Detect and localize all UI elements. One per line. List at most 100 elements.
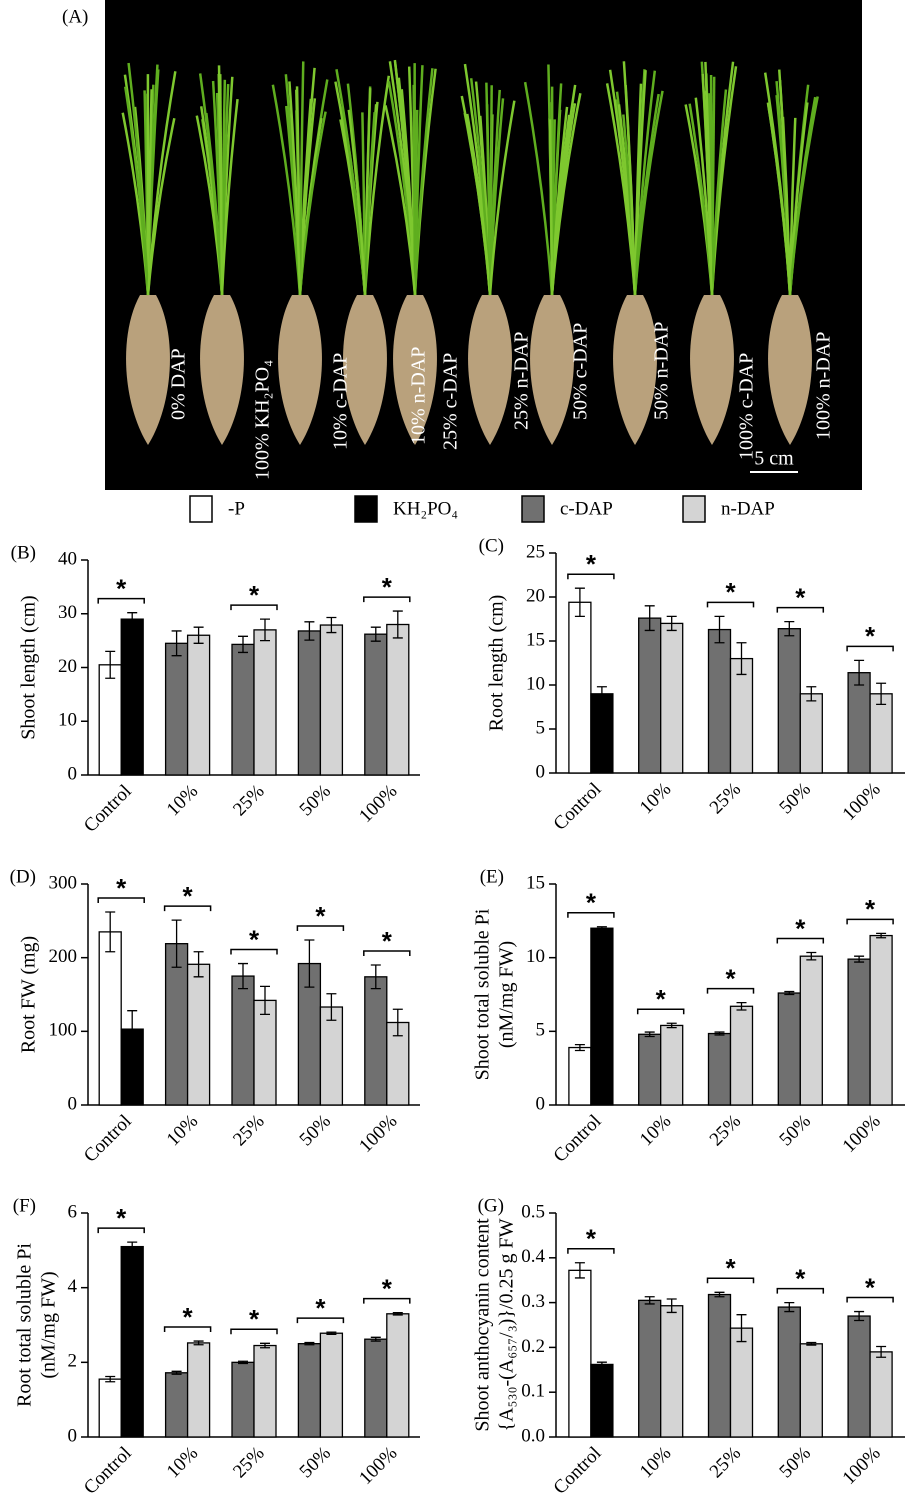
significance-bracket [776, 1287, 825, 1294]
leaf [523, 81, 554, 296]
x-tick-label: 25% [706, 1443, 746, 1483]
bar [847, 672, 871, 774]
significance-star: * [865, 1272, 876, 1302]
error-bar [127, 1010, 138, 1049]
bar [799, 693, 823, 774]
significance-star: * [382, 926, 393, 956]
y-axis-label: Shoot anthocyanin content [472, 1218, 494, 1432]
leaf [710, 89, 728, 296]
bar [120, 1245, 144, 1438]
bar [253, 629, 277, 776]
plant-label: 0% DAP [168, 348, 190, 420]
plant-label: 50% n-DAP [651, 322, 673, 420]
bar [869, 1351, 893, 1438]
error-bar [714, 615, 725, 644]
x-tick-label: 100% [839, 1111, 885, 1157]
bar [319, 624, 344, 776]
bar [297, 630, 322, 776]
leaf [146, 89, 153, 296]
x-tick-label: 50% [775, 779, 815, 819]
y-tick-label: 15 [526, 629, 545, 650]
bar [319, 1006, 344, 1106]
x-tick-label: 25% [229, 1443, 269, 1483]
error-bar [392, 1312, 403, 1316]
x-tick-label: 25% [706, 779, 746, 819]
x-tick-label: 50% [296, 1443, 336, 1483]
significance-star: * [586, 1224, 597, 1254]
legend-label: -P [228, 498, 245, 519]
panel-label: (A) [62, 6, 88, 27]
x-tick-label: 50% [296, 781, 336, 821]
bar [777, 628, 801, 774]
y-tick-label: 5 [536, 1020, 546, 1041]
error-bar [193, 626, 204, 644]
bar [253, 999, 277, 1106]
y-tick-label: 5 [536, 717, 546, 738]
x-tick-label: 10% [163, 781, 203, 821]
bar [729, 1327, 754, 1438]
error-bar [127, 612, 138, 627]
y-tick-label: 25 [526, 541, 545, 562]
error-bar [304, 1341, 315, 1346]
y-tick-label: 2 [68, 1351, 78, 1372]
y-tick-label: 0 [68, 763, 78, 784]
x-tick-label: 50% [775, 1111, 815, 1151]
bar [777, 992, 801, 1106]
y-axis-label: Root length (cm) [486, 595, 508, 732]
bar [98, 931, 122, 1106]
y-axis-label: {A₅₃₀-(A₆₅₇/₃)}/0.25 g FW [496, 1218, 518, 1431]
error-bar [784, 1301, 795, 1313]
roots [530, 295, 574, 445]
significance-bracket [97, 897, 145, 903]
y-tick-label: 20 [58, 656, 77, 677]
significance-star: * [183, 881, 194, 911]
error-bar [260, 1342, 270, 1349]
bar [707, 1032, 732, 1106]
error-bar [784, 620, 795, 637]
error-bar [666, 1298, 677, 1314]
error-bar [105, 1375, 116, 1383]
bar [777, 1306, 801, 1438]
error-bar [260, 985, 270, 1016]
leaf [124, 86, 150, 296]
bar [729, 1005, 754, 1106]
y-tick-label: 10 [526, 673, 545, 694]
legend-label: KH₂PO₄ [393, 498, 458, 519]
significance-star: * [116, 1203, 127, 1233]
significance-bracket [846, 645, 894, 652]
bar [568, 1269, 592, 1438]
significance-star: * [725, 963, 736, 993]
panel-label: (G) [478, 1195, 504, 1216]
y-tick-label: 0.1 [521, 1381, 545, 1402]
y-axis-label: (nM/mg FW) [496, 941, 518, 1048]
error-bar [171, 1370, 182, 1375]
error-bar [260, 618, 270, 642]
x-tick-label: 100% [355, 781, 401, 827]
panel-label: (F) [13, 1195, 36, 1216]
leaf [347, 109, 367, 296]
y-tick-label: 0 [68, 1425, 78, 1446]
bar [729, 657, 754, 774]
significance-bracket [567, 573, 615, 580]
error-bar [806, 1341, 817, 1346]
error-bar [736, 1001, 747, 1011]
significance-bracket [163, 1326, 212, 1333]
error-bar [854, 955, 865, 963]
bar [297, 1343, 322, 1438]
y-axis-label: (nM/mg FW) [38, 1271, 60, 1378]
significance-bracket [230, 604, 278, 611]
x-tick-label: 10% [163, 1111, 203, 1151]
bar [186, 963, 211, 1106]
significance-star: * [865, 894, 876, 924]
significance-bracket [706, 987, 755, 994]
x-tick-label: 10% [636, 779, 676, 819]
plant-label: 50% c-DAP [570, 323, 592, 420]
bar [364, 633, 388, 776]
error-bar [238, 635, 248, 654]
roots [613, 295, 657, 445]
y-tick-label: 0 [536, 1093, 546, 1114]
x-tick-label: 100% [355, 1111, 401, 1157]
error-bar [171, 919, 182, 968]
significance-star: * [725, 1253, 736, 1283]
error-bar [876, 932, 887, 939]
